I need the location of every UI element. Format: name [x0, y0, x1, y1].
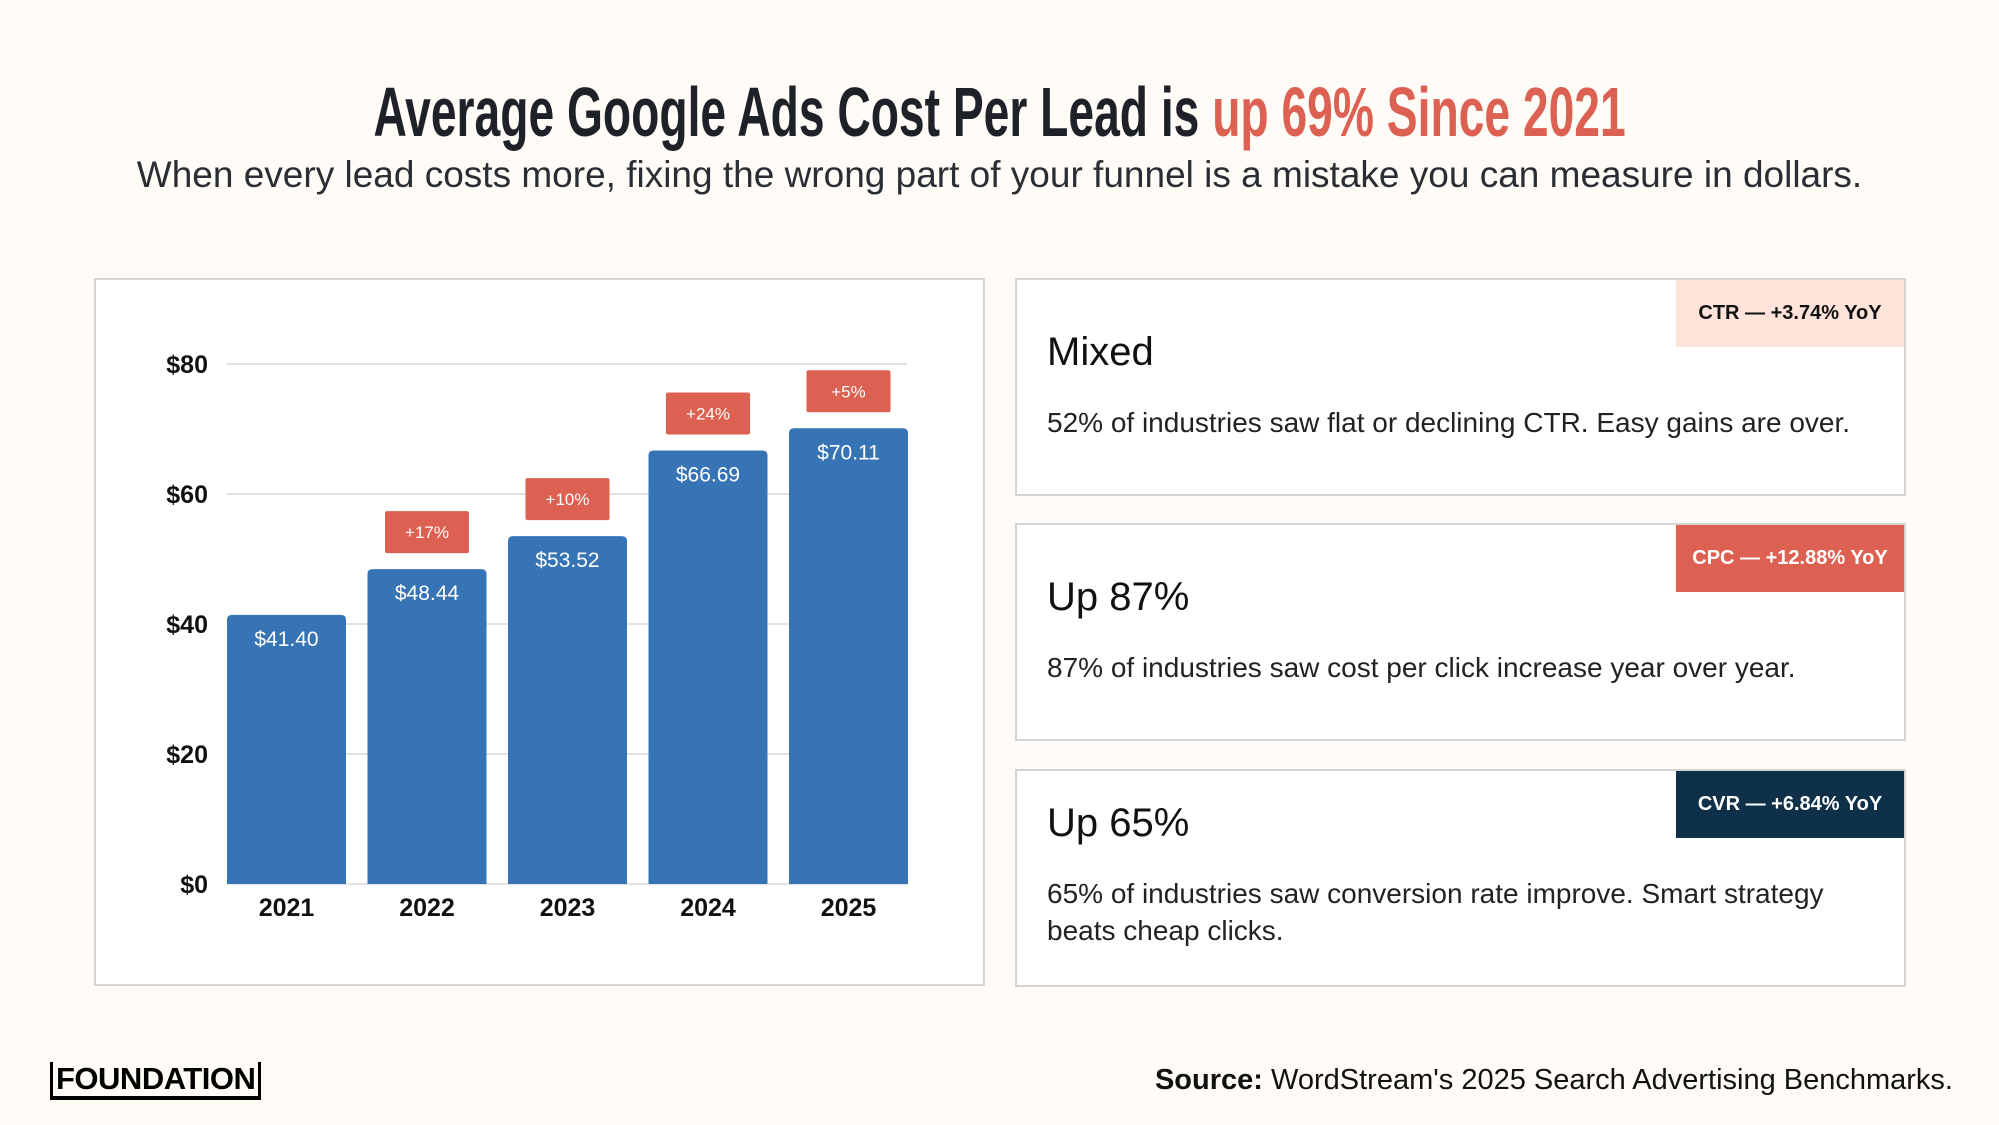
ctr-badge: CTR — +3.74% YoY: [1676, 280, 1904, 347]
card-heading: Mixed: [1047, 330, 1154, 374]
bar: [508, 536, 627, 884]
change-badge: [525, 478, 610, 521]
bar: [227, 614, 346, 884]
y-tick-label: $40: [166, 611, 208, 639]
change-badge: [666, 392, 750, 435]
change-label: +10%: [546, 490, 590, 509]
bar-value-label: $53.52: [535, 549, 599, 572]
bar-value-label: $66.69: [676, 464, 740, 487]
y-tick-label: $80: [166, 351, 208, 379]
subtitle: When every lead costs more, fixing the w…: [136, 154, 1863, 195]
change-label: +24%: [686, 405, 730, 424]
y-tick-label: $20: [166, 741, 208, 769]
card-cvr: CVR — +6.84% YoY Up 65% 65% of industrie…: [1015, 769, 1906, 987]
x-tick-label: 2021: [259, 894, 315, 922]
foundation-logo: FOUNDATION: [50, 1062, 262, 1100]
bar-value-label: $48.44: [395, 582, 460, 605]
x-tick-label: 2024: [680, 894, 736, 922]
cvr-badge: CVR — +6.84% YoY: [1676, 771, 1904, 838]
x-tick-label: 2025: [821, 894, 877, 922]
change-badge: [806, 370, 891, 413]
bar: [789, 428, 908, 884]
bar: [367, 569, 487, 884]
cpc-badge: CPC — +12.88% YoY: [1676, 525, 1904, 592]
title-main: Average Google Ads Cost Per Lead is: [373, 73, 1213, 151]
card-cpc: CPC — +12.88% YoY Up 87% 87% of industri…: [1015, 523, 1906, 741]
chart-panel: $0 $20 $40 $60 $80 $41.40 2021 $48.44 2022 +17% $5…: [94, 278, 985, 986]
source-note: Source: WordStream's 2025 Search Adverti…: [1155, 1064, 1953, 1097]
change-label: +17%: [405, 523, 449, 542]
card-text: 87% of industries saw cost per click inc…: [1047, 652, 1796, 683]
title-highlight: up 69% Since 2021: [1212, 73, 1626, 151]
y-tick-label: $0: [180, 871, 208, 899]
y-tick-label: $60: [166, 481, 208, 509]
x-tick-label: 2023: [540, 894, 596, 922]
source-text: WordStream's 2025 Search Advertising Ben…: [1262, 1064, 1953, 1096]
card-text: 65% of industries saw conversion rate im…: [1047, 878, 1824, 946]
bar: [648, 450, 768, 884]
card-ctr: CTR — +3.74% YoY Mixed 52% of industries…: [1015, 278, 1906, 496]
bar-value-label: $70.11: [817, 441, 880, 464]
card-heading: Up 87%: [1047, 575, 1190, 619]
bar-value-label: $41.40: [254, 628, 318, 651]
bar-chart: $0 $20 $40 $60 $80 $41.40 2021 $48.44 2022 +17% $5…: [166, 351, 908, 922]
card-text: 52% of industries saw flat or declining …: [1047, 407, 1851, 438]
title-wrapper: Average Google Ads Cost Per Lead is up 6…: [0, 72, 1999, 152]
page-title: Average Google Ads Cost Per Lead is up 6…: [373, 72, 1625, 152]
card-heading: Up 65%: [1047, 801, 1190, 845]
change-badge: [385, 511, 469, 554]
change-label: +5%: [831, 382, 866, 401]
source-label: Source:: [1154, 1064, 1263, 1096]
x-tick-label: 2022: [399, 894, 455, 922]
